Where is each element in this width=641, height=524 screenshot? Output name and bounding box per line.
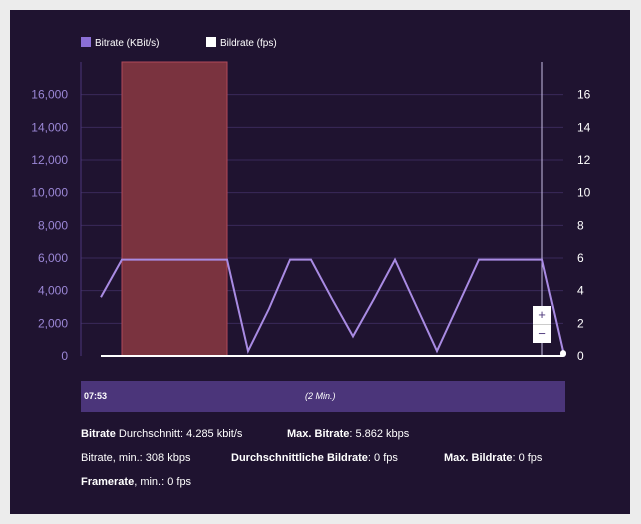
left-tick-label: 0 bbox=[61, 349, 68, 363]
avg-bitrate-value: Durchschnitt: 4.285 kbit/s bbox=[115, 428, 243, 440]
series-layer bbox=[100, 257, 566, 357]
bitrate-series-line[interactable] bbox=[100, 257, 564, 355]
right-tick-label: 2 bbox=[577, 316, 584, 330]
left-tick-label: 4,000 bbox=[38, 284, 68, 298]
avg-framerate-value: : 0 fps bbox=[367, 452, 398, 464]
right-tick-label: 14 bbox=[577, 120, 591, 134]
avg-framerate-stat: Durchschnittliche Bildrate: 0 fps bbox=[231, 452, 398, 464]
highlight-band[interactable] bbox=[121, 61, 228, 357]
min-framerate-label: Framerate bbox=[81, 476, 135, 488]
right-tick-label: 4 bbox=[577, 284, 584, 298]
timeline-start-time: 07:53 bbox=[84, 391, 108, 401]
legend-bitrate-label[interactable]: Bitrate (KBit/s) bbox=[95, 38, 159, 49]
right-tick-label: 16 bbox=[577, 88, 591, 102]
right-axis: 0 2 4 6 8 10 12 14 16 bbox=[577, 88, 591, 363]
avg-bitrate-label: Bitrate bbox=[81, 428, 116, 440]
timeline-navigator[interactable]: 07:53 (2 Min.) bbox=[81, 381, 565, 412]
legend-framerate-label[interactable]: Bildrate (fps) bbox=[220, 38, 277, 49]
avg-bitrate-stat: Bitrate Durchschnitt: 4.285 kbit/s bbox=[81, 428, 242, 440]
left-tick-label: 8,000 bbox=[38, 218, 68, 232]
series-end-marker bbox=[560, 351, 566, 357]
highlight-band-layer bbox=[121, 61, 543, 357]
right-tick-label: 6 bbox=[577, 251, 584, 265]
left-axis: 0 2,000 4,000 6,000 8,000 10,000 12,000 14,000 1… bbox=[31, 62, 82, 363]
max-bitrate-stat: Max. Bitrate: 5.862 kbps bbox=[287, 428, 409, 440]
bitrate-chart: Bitrate (KBit/s) Bildrate (fps) 0 2,000 4,… bbox=[31, 37, 591, 363]
right-tick-label: 8 bbox=[577, 218, 584, 232]
stream-stats-panel: Bitrate (KBit/s) Bildrate (fps) 0 2,000 4,… bbox=[10, 10, 630, 514]
legend-bitrate-swatch[interactable] bbox=[81, 37, 91, 47]
left-tick-label: 12,000 bbox=[31, 153, 68, 167]
max-framerate-value: : 0 fps bbox=[512, 452, 543, 464]
legend: Bitrate (KBit/s) Bildrate (fps) bbox=[81, 37, 277, 49]
left-tick-label: 14,000 bbox=[31, 120, 68, 134]
min-framerate-value: , min.: 0 fps bbox=[134, 476, 192, 488]
min-framerate-stat: Framerate, min.: 0 fps bbox=[81, 476, 191, 488]
legend-framerate-swatch[interactable] bbox=[206, 37, 216, 47]
min-bitrate-stat: Bitrate, min.: 308 kbps bbox=[81, 452, 191, 464]
right-tick-label: 0 bbox=[577, 349, 584, 363]
max-framerate-stat: Max. Bildrate: 0 fps bbox=[444, 452, 542, 464]
right-tick-label: 10 bbox=[577, 186, 591, 200]
left-tick-label: 10,000 bbox=[31, 186, 68, 200]
zoom-out-button[interactable]: − bbox=[533, 325, 551, 343]
max-framerate-label: Max. Bildrate bbox=[444, 452, 513, 464]
timeline-range-label: (2 Min.) bbox=[305, 391, 336, 401]
max-bitrate-label: Max. Bitrate bbox=[287, 428, 350, 440]
zoom-in-button[interactable]: + bbox=[533, 306, 551, 325]
left-tick-label: 6,000 bbox=[38, 251, 68, 265]
right-tick-label: 12 bbox=[577, 153, 591, 167]
avg-framerate-label: Durchschnittliche Bildrate bbox=[231, 452, 368, 464]
left-tick-label: 2,000 bbox=[38, 316, 68, 330]
left-tick-label: 16,000 bbox=[31, 88, 68, 102]
max-bitrate-value: : 5.862 kbps bbox=[349, 428, 410, 440]
